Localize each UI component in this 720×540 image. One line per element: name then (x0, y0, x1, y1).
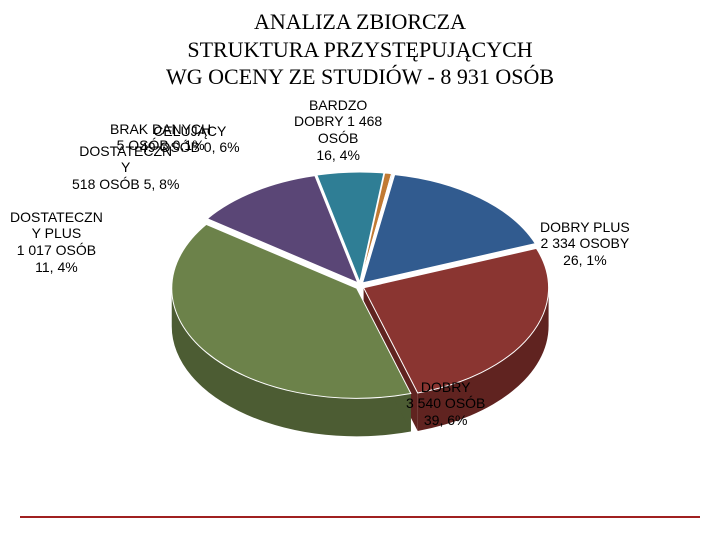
label-bardzo_dobry: BARDZO DOBRY 1 468 OSÓB 16, 4% (294, 97, 382, 164)
label-dobry: DOBRY 3 540 OSÓB 39, 6% (406, 379, 485, 429)
label-brak_danych: BRAK DANYCH 5 OSÓB 0,1% (110, 121, 211, 155)
title-line-2: STRUKTURA PRZYSTĘPUJĄCYCH (0, 36, 720, 64)
footer-divider (20, 516, 700, 518)
title-line-1: ANALIZA ZBIORCZA (0, 8, 720, 36)
title-line-3: WG OCENY ZE STUDIÓW - 8 931 OSÓB (0, 63, 720, 91)
label-dost_plus: DOSTATECZN Y PLUS 1 017 OSÓB 11, 4% (10, 209, 103, 276)
chart-title: ANALIZA ZBIORCZA STRUKTURA PRZYSTĘPUJĄCY… (0, 0, 720, 91)
label-dobry_plus: DOBRY PLUS 2 334 OSOBY 26, 1% (540, 219, 630, 269)
pie-chart-3d: BARDZO DOBRY 1 468 OSÓB 16, 4% DOBRY PLUS… (0, 91, 720, 531)
